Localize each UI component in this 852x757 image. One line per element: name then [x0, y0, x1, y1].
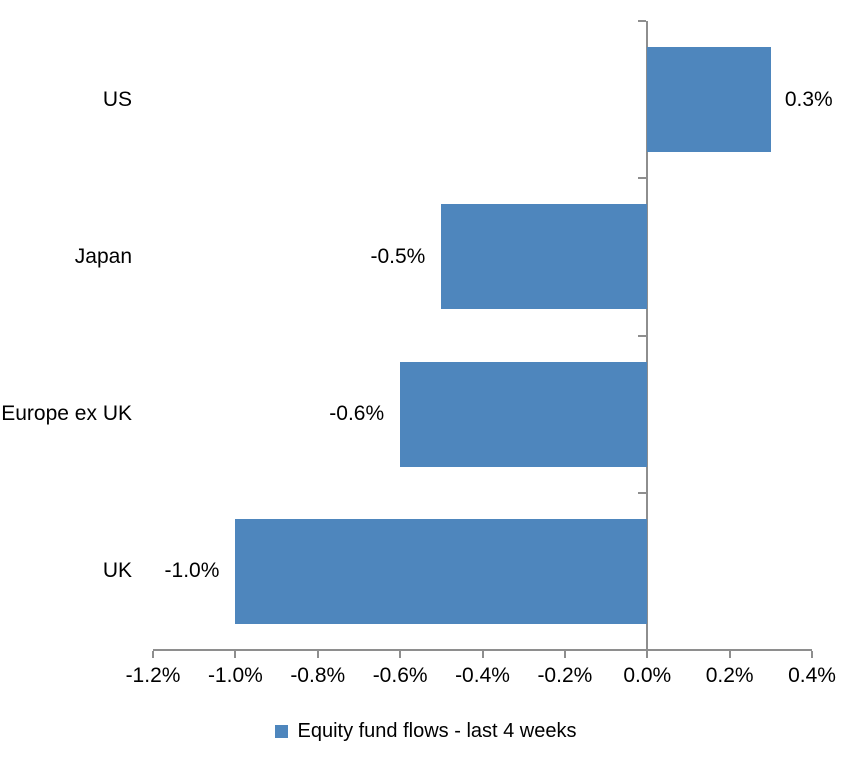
x-tick-label: -0.6%	[372, 664, 428, 687]
bar-value-label: 0.3%	[784, 87, 833, 111]
bar-europe-ex-uk	[400, 361, 648, 467]
x-tick-label: 0.0%	[623, 664, 672, 687]
x-tick-mark	[399, 651, 402, 658]
y-tick-mark	[638, 20, 647, 22]
category-label: US	[102, 87, 132, 111]
legend-swatch-icon	[275, 725, 289, 738]
x-tick-label: -1.0%	[207, 664, 263, 687]
x-tick-mark	[234, 651, 237, 658]
x-tick-mark	[563, 651, 566, 658]
bar-japan	[441, 204, 648, 310]
category-label: Japan	[74, 244, 132, 268]
y-tick-mark	[638, 334, 647, 337]
category-label: Europe ex UK	[1, 402, 132, 426]
y-tick-mark	[638, 491, 647, 494]
bar-uk	[235, 518, 648, 624]
x-tick-label: -0.4%	[455, 664, 510, 687]
bar-value-label: -0.5%	[370, 244, 426, 268]
x-tick-mark	[316, 651, 319, 658]
x-tick-mark	[152, 651, 154, 658]
x-tick-mark	[481, 651, 484, 658]
x-tick-label: 0.4%	[788, 664, 836, 687]
x-tick-label: -1.2%	[125, 664, 181, 687]
y-axis-line	[646, 21, 649, 650]
x-tick-label: -0.8%	[290, 664, 346, 687]
x-tick-mark	[728, 651, 731, 658]
x-tick-label: 0.2%	[705, 664, 754, 687]
x-axis-line	[153, 649, 812, 651]
bar-value-label: -1.0%	[164, 559, 220, 583]
legend-label: Equity fund flows - last 4 weeks	[297, 720, 577, 742]
x-tick-label: -0.2%	[537, 664, 593, 687]
y-tick-mark	[638, 649, 647, 651]
x-tick-mark	[646, 651, 649, 658]
legend: Equity fund flows - last 4 weeks	[0, 720, 852, 743]
y-tick-mark	[638, 177, 647, 180]
bar-value-label: -0.6%	[329, 402, 385, 426]
x-tick-mark	[811, 651, 813, 658]
bar-us	[647, 47, 771, 153]
category-label: UK	[102, 559, 132, 583]
